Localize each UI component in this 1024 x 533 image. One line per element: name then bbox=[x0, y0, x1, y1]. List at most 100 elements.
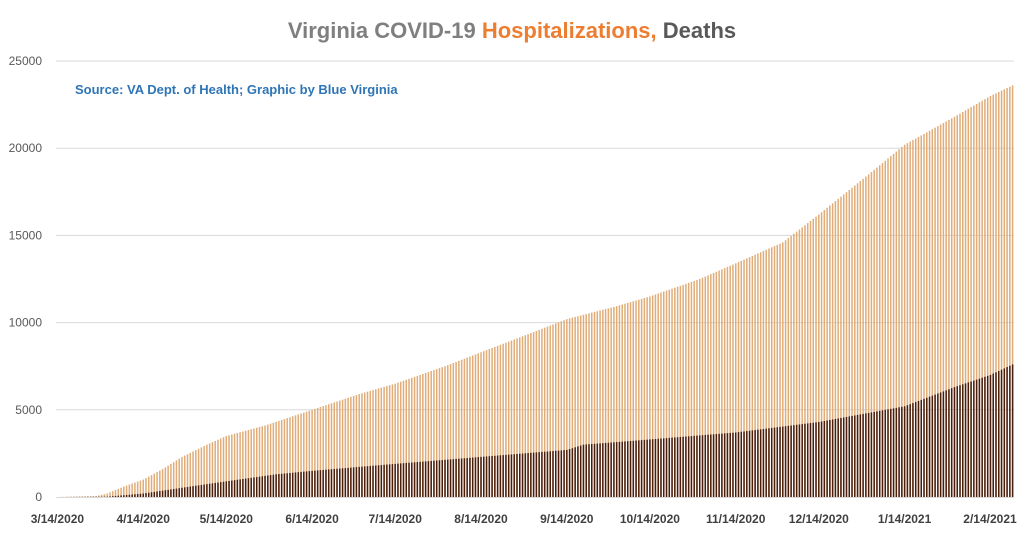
hospitalizations-bar bbox=[117, 488, 120, 497]
hospitalizations-bar bbox=[477, 353, 479, 497]
hospitalizations-bar bbox=[748, 257, 751, 497]
hospitalizations-bar bbox=[962, 111, 964, 497]
hospitalizations-bar bbox=[480, 352, 482, 497]
hospitalizations-bar bbox=[341, 399, 344, 497]
deaths-bar bbox=[870, 412, 873, 497]
hospitalizations-bar bbox=[1009, 86, 1011, 497]
deaths-bar bbox=[912, 403, 914, 497]
hospitalizations-bar bbox=[206, 444, 208, 497]
deaths-bar bbox=[635, 440, 637, 497]
hospitalizations-bar bbox=[120, 487, 122, 497]
hospitalizations-bar bbox=[801, 227, 803, 497]
deaths-bar bbox=[1009, 365, 1011, 497]
deaths-bar bbox=[953, 387, 956, 497]
hospitalizations-bar bbox=[743, 259, 745, 497]
hospitalizations-bar bbox=[845, 192, 848, 497]
deaths-bar bbox=[823, 421, 826, 497]
deaths-bar bbox=[909, 404, 911, 497]
deaths-bar bbox=[926, 397, 928, 497]
deaths-bar bbox=[161, 490, 164, 497]
hospitalizations-bar bbox=[175, 460, 178, 497]
deaths-bar bbox=[845, 416, 848, 497]
deaths-bar bbox=[363, 466, 366, 497]
hospitalizations-bar bbox=[316, 407, 319, 497]
hospitalizations-bar bbox=[806, 223, 809, 497]
deaths-bar bbox=[269, 475, 272, 497]
hospitalizations-bar bbox=[463, 358, 466, 497]
hospitalizations-bar bbox=[87, 496, 89, 497]
deaths-bar bbox=[524, 453, 527, 497]
deaths-bar bbox=[491, 455, 493, 497]
deaths-bar bbox=[937, 393, 939, 497]
deaths-bar bbox=[759, 429, 762, 497]
hospitalizations-bar bbox=[505, 342, 507, 497]
hospitalizations-bar bbox=[555, 323, 557, 497]
deaths-bar bbox=[939, 392, 942, 497]
hospitalizations-bar bbox=[948, 119, 950, 497]
hospitalizations-bar bbox=[399, 381, 402, 497]
deaths-bar bbox=[668, 437, 671, 497]
hospitalizations-bar bbox=[339, 400, 341, 497]
deaths-bar bbox=[729, 432, 731, 497]
hospitalizations-bar bbox=[532, 331, 535, 497]
deaths-bar bbox=[552, 451, 554, 497]
hospitalizations-bar bbox=[325, 405, 327, 497]
hospitalizations-bar bbox=[275, 421, 277, 497]
hospitalizations-bar bbox=[831, 203, 834, 497]
deaths-bar bbox=[330, 469, 333, 497]
deaths-bar bbox=[765, 428, 767, 497]
hospitalizations-bar bbox=[668, 289, 671, 497]
deaths-bar bbox=[463, 458, 466, 497]
hospitalizations-bar bbox=[458, 360, 460, 497]
hospitalizations-bar bbox=[779, 243, 781, 497]
deaths-bar bbox=[801, 424, 803, 497]
deaths-bar bbox=[577, 446, 579, 497]
hospitalizations-bar bbox=[397, 382, 399, 497]
hospitalizations-bar bbox=[460, 359, 463, 497]
hospitalizations-bar bbox=[776, 244, 779, 497]
deaths-bar bbox=[782, 426, 784, 497]
hospitalizations-bar bbox=[848, 189, 851, 497]
hospitalizations-bar bbox=[333, 402, 336, 497]
hospitalizations-bar bbox=[926, 132, 928, 497]
x-tick-label: 1/14/2021 bbox=[878, 512, 932, 526]
deaths-bar bbox=[591, 444, 593, 497]
deaths-bar bbox=[563, 450, 565, 497]
hospitalizations-bar bbox=[128, 484, 131, 497]
deaths-bar bbox=[427, 461, 430, 497]
deaths-bar bbox=[840, 417, 842, 497]
hospitalizations-bar bbox=[433, 370, 435, 497]
hospitalizations-bar bbox=[231, 434, 233, 497]
hospitalizations-bar bbox=[170, 463, 172, 497]
deaths-bar bbox=[314, 470, 316, 497]
hospitalizations-bar bbox=[369, 390, 372, 497]
chart-title-part-deaths: Deaths bbox=[657, 18, 736, 43]
hospitalizations-bar bbox=[413, 376, 416, 497]
hospitalizations-bar bbox=[729, 265, 731, 497]
deaths-bar bbox=[582, 444, 585, 497]
deaths-bar bbox=[521, 453, 524, 497]
deaths-bar bbox=[546, 451, 549, 497]
hospitalizations-bar bbox=[676, 286, 679, 497]
hospitalizations-bar bbox=[255, 427, 258, 497]
hospitalizations-bar bbox=[726, 266, 729, 497]
hospitalizations-bar bbox=[303, 412, 305, 497]
deaths-bar bbox=[388, 464, 391, 497]
deaths-bar bbox=[352, 467, 355, 497]
deaths-bar bbox=[217, 482, 219, 497]
deaths-bar bbox=[967, 382, 970, 497]
hospitalizations-bar bbox=[607, 308, 610, 497]
hospitalizations-bar bbox=[372, 390, 374, 497]
deaths-bar bbox=[795, 424, 798, 497]
hospitalizations-bar bbox=[995, 93, 997, 497]
deaths-bar bbox=[327, 469, 330, 497]
deaths-bar bbox=[355, 467, 358, 497]
hospitalizations-bar bbox=[546, 326, 549, 497]
hospitalizations-bar bbox=[466, 357, 468, 497]
hospitalizations-bar bbox=[693, 280, 695, 497]
deaths-bar bbox=[294, 472, 297, 497]
hospitalizations-bar bbox=[795, 231, 798, 497]
hospitalizations-bar bbox=[704, 276, 707, 497]
deaths-bar bbox=[519, 453, 521, 497]
hospitalizations-bar bbox=[820, 212, 823, 498]
